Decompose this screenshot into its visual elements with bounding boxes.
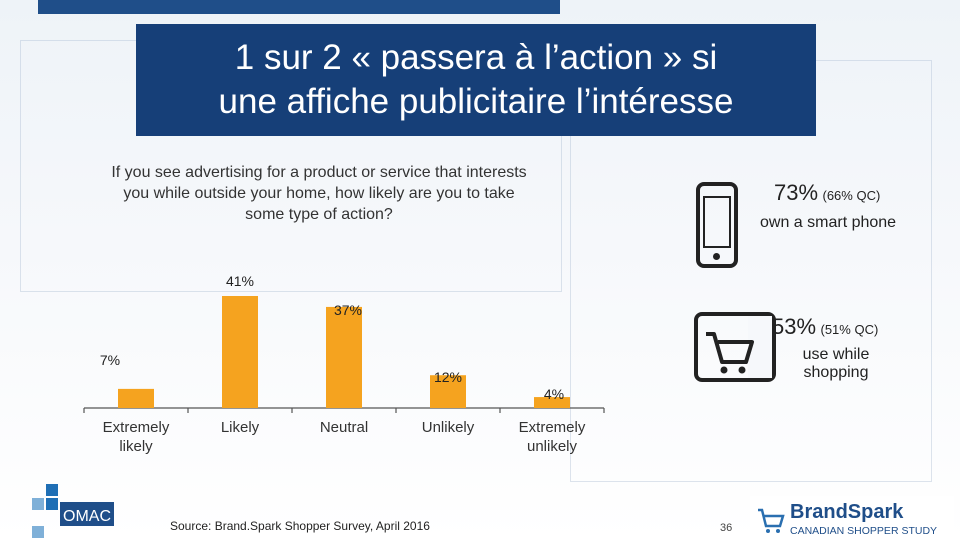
omac-logo-text: OMAC (63, 508, 111, 525)
category-label: Extremely likely (103, 419, 170, 455)
category-label: Unlikely (422, 419, 475, 436)
smartphone-icon (696, 182, 738, 268)
shopping-qc: (51% QC) (820, 322, 879, 337)
bar-3 (430, 375, 466, 408)
page-title-line1: 1 sur 2 « passera à l’action » si (234, 38, 718, 77)
brandspark-name: BrandSpark (790, 501, 904, 523)
bar-4 (534, 397, 570, 408)
bar-2 (326, 306, 362, 408)
smartphone-stat: 73% (66% QC) (774, 180, 880, 206)
shopping-stat: 53% (51% QC) (772, 314, 878, 340)
shopping-text: use while shopping (780, 346, 892, 382)
bar-value-label: 37% (334, 302, 362, 318)
brandspark-tagline: CANADIAN SHOPPER STUDY (790, 525, 937, 537)
smartphone-qc: (66% QC) (822, 188, 881, 203)
category-label: Extremely unlikely (519, 419, 586, 455)
bar-value-label: 4% (544, 386, 564, 402)
phone-button (713, 253, 720, 260)
page-number: 36 (720, 522, 733, 534)
source-note: Source: Brand.Spark Shopper Survey, Apri… (170, 519, 430, 533)
shopping-text-line1: use while (802, 346, 870, 363)
smartphone-text: own a smart phone (760, 214, 897, 231)
shopping-text-line2: shopping (803, 364, 869, 381)
bar-value-label: 12% (434, 369, 462, 385)
omac-logo: OMAC (32, 484, 114, 538)
category-label: Neutral (320, 419, 368, 436)
title-banner: 1 sur 2 « passera à l’action » si une af… (136, 24, 816, 136)
page-title-line2: une affiche publicitaire l’intéresse (218, 82, 734, 121)
bar-0 (118, 388, 154, 408)
bar-1 (222, 296, 258, 408)
top-accent-bar (38, 0, 560, 14)
shopping-pct: 53% (772, 314, 817, 339)
bar-value-label: 41% (226, 273, 254, 289)
category-label: Likely (221, 419, 260, 436)
survey-question: If you see advertising for a product or … (111, 164, 527, 223)
brandspark-logo: BrandSpark CANADIAN SHOPPER STUDY (750, 496, 954, 540)
smartphone-pct: 73% (774, 180, 819, 205)
bar-value-label: 7% (100, 352, 120, 368)
phone-cart-icon (694, 312, 776, 382)
phone-screen (703, 196, 731, 248)
